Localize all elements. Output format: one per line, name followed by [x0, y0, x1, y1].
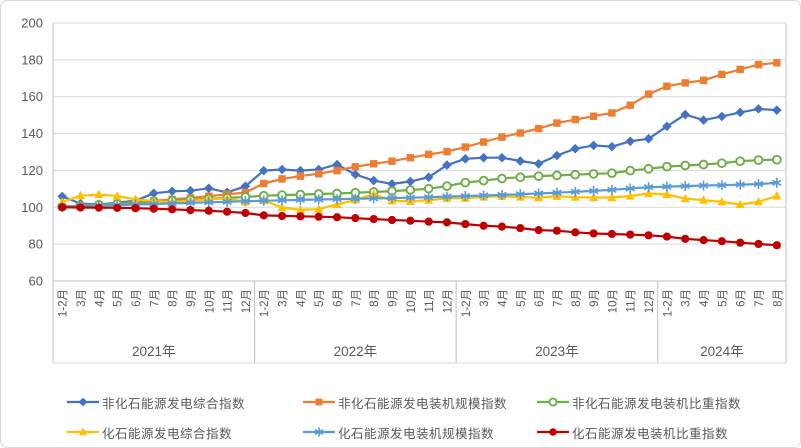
svg-text:12月: 12月: [442, 289, 454, 313]
svg-text:5月: 5月: [516, 289, 528, 307]
svg-text:7月: 7月: [149, 289, 161, 307]
svg-text:7月: 7月: [351, 289, 363, 307]
legend-item-nonfossil-composite: 非化石能源发电综合指数: [67, 393, 303, 412]
svg-text:1-2月: 1-2月: [58, 289, 70, 317]
svg-text:3月: 3月: [681, 289, 693, 307]
legend-item-nonfossil-capacity-scale: 非化石能源发电装机规模指数: [303, 393, 537, 412]
svg-text:6月: 6月: [736, 289, 748, 307]
svg-text:10月: 10月: [607, 289, 619, 313]
line-chart: 200 180 160 140 120 100 80 60 1-2月 3月 4月 5月 6月 7月 8月 9月…: [21, 16, 787, 364]
svg-text:9月: 9月: [388, 289, 400, 307]
svg-text:100: 100: [21, 200, 43, 215]
svg-text:2022年: 2022年: [334, 344, 378, 359]
asterisk-marker-icon: [303, 427, 335, 437]
svg-text:12月: 12月: [241, 289, 253, 313]
chart-legend: 非化石能源发电综合指数 非化石能源发电装机规模指数 非化石能源发电装机比重指数 …: [67, 387, 787, 447]
filled-circle-marker-icon: [537, 428, 569, 436]
svg-text:8月: 8月: [571, 289, 583, 307]
svg-text:6月: 6月: [333, 289, 345, 307]
svg-text:5月: 5月: [717, 289, 729, 307]
svg-text:200: 200: [21, 16, 43, 31]
svg-text:8月: 8月: [772, 289, 784, 307]
svg-text:3月: 3月: [479, 289, 491, 307]
svg-text:4月: 4月: [94, 289, 106, 307]
svg-text:4月: 4月: [497, 289, 509, 307]
svg-text:11月: 11月: [424, 289, 436, 312]
legend-label: 非化石能源发电装机比重指数: [572, 396, 742, 411]
svg-text:8月: 8月: [369, 289, 381, 307]
svg-text:80: 80: [29, 237, 43, 252]
legend-item-nonfossil-capacity-share: 非化石能源发电装机比重指数: [537, 393, 787, 412]
svg-text:3月: 3月: [278, 289, 290, 307]
legend-item-fossil-capacity-scale: 化石能源发电装机规模指数: [303, 423, 537, 442]
svg-text:11月: 11月: [626, 289, 638, 312]
svg-text:2023年: 2023年: [535, 344, 579, 359]
diamond-marker-icon: [67, 397, 99, 407]
legend-item-fossil-composite: 化石能源发电综合指数: [67, 423, 303, 442]
svg-text:6月: 6月: [131, 289, 143, 307]
svg-text:1-2月: 1-2月: [259, 289, 271, 317]
svg-text:2024年: 2024年: [700, 344, 744, 359]
legend-label: 非化石能源发电装机规模指数: [338, 396, 508, 411]
svg-text:9月: 9月: [186, 289, 198, 307]
svg-text:6月: 6月: [534, 289, 546, 307]
svg-text:4月: 4月: [296, 289, 308, 307]
triangle-marker-icon: [67, 427, 99, 436]
svg-text:1-2月: 1-2月: [461, 289, 473, 317]
svg-text:3月: 3月: [76, 289, 88, 307]
legend-label: 非化石能源发电综合指数: [102, 396, 246, 411]
svg-text:160: 160: [21, 89, 43, 104]
svg-text:7月: 7月: [552, 289, 564, 307]
svg-text:8月: 8月: [168, 289, 180, 307]
legend-label: 化石能源发电装机规模指数: [338, 426, 495, 441]
svg-text:10月: 10月: [406, 289, 418, 313]
legend-label: 化石能源发电综合指数: [102, 426, 233, 441]
svg-text:4月: 4月: [699, 289, 711, 307]
svg-text:60: 60: [29, 274, 43, 289]
svg-text:5月: 5月: [113, 289, 125, 307]
open-circle-marker-icon: [537, 397, 569, 407]
square-marker-icon: [303, 398, 335, 406]
svg-text:2021年: 2021年: [132, 344, 176, 359]
svg-text:12月: 12月: [644, 289, 656, 313]
svg-text:11月: 11月: [223, 289, 235, 312]
legend-item-fossil-capacity-share: 化石能源发电装机比重指数: [537, 423, 787, 442]
svg-text:10月: 10月: [204, 289, 216, 313]
svg-text:9月: 9月: [589, 289, 601, 307]
svg-text:120: 120: [21, 163, 43, 178]
svg-text:7月: 7月: [754, 289, 766, 307]
svg-text:180: 180: [21, 52, 43, 67]
legend-label: 化石能源发电装机比重指数: [572, 426, 729, 441]
svg-text:1-2月: 1-2月: [662, 289, 674, 317]
svg-text:5月: 5月: [314, 289, 326, 307]
svg-text:140: 140: [21, 126, 43, 141]
